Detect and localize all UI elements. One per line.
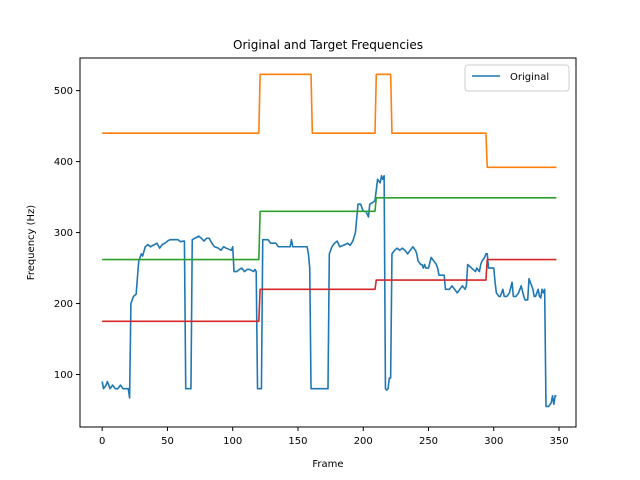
y-axis: 100 200 300 400 500 — [54, 86, 80, 381]
series-line-line-2 — [102, 73, 557, 169]
x-tick-label: 50 — [161, 436, 174, 447]
legend: Original — [464, 64, 570, 92]
legend-box — [464, 64, 570, 92]
y-tick-label: 200 — [54, 299, 73, 310]
series-line-line-4 — [102, 258, 557, 323]
x-tick-label: 150 — [288, 436, 307, 447]
x-tick-label: 100 — [223, 436, 242, 447]
series-lines — [101, 73, 557, 408]
x-axis-label: Frame — [312, 459, 343, 470]
series-line-line-3 — [102, 196, 557, 261]
legend-label-original: Original — [510, 72, 549, 83]
x-tick-label: 200 — [354, 436, 373, 447]
x-tick-label: 250 — [419, 436, 438, 447]
x-tick-label: 300 — [484, 436, 503, 447]
x-tick-label: 0 — [99, 436, 105, 447]
y-axis-label: Frequency (Hz) — [26, 205, 37, 281]
y-tick-label: 100 — [54, 370, 73, 381]
y-tick-label: 300 — [54, 228, 73, 239]
plot-frame — [79, 57, 577, 428]
series-line-original — [101, 175, 557, 408]
chart-title: Original and Target Frequencies — [233, 38, 423, 52]
x-tick-label: 350 — [549, 436, 568, 447]
y-tick-label: 400 — [54, 157, 73, 168]
x-axis: 0 50 100 150 200 250 300 350 — [99, 427, 569, 447]
y-tick-label: 500 — [54, 86, 73, 97]
